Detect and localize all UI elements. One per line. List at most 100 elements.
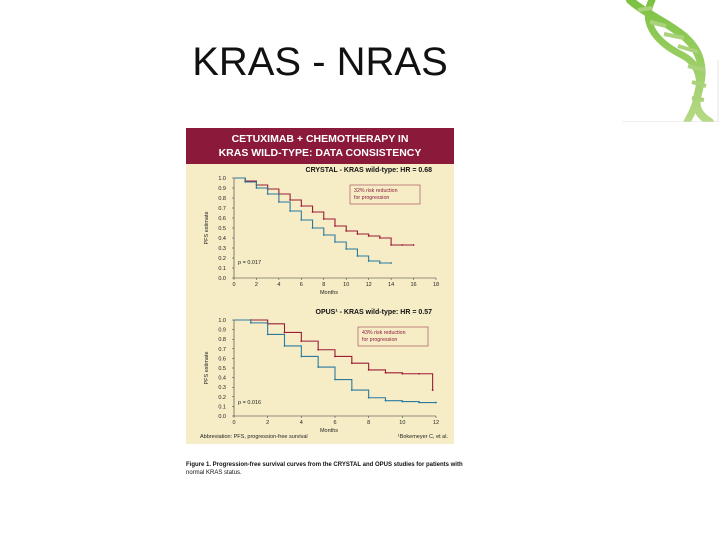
censor-mark-0-red-9 xyxy=(334,225,336,227)
censor-mark-0-blue-6 xyxy=(300,219,303,221)
y-tick-label-1-2: 0.2 xyxy=(218,395,226,401)
censor-mark-1-red-12 xyxy=(431,389,434,391)
series-line-0-red xyxy=(234,177,414,246)
annotation-box-0 xyxy=(349,184,421,205)
figure-header-line2: KRAS WILD-TYPE: DATA CONSISTENCY xyxy=(218,147,422,159)
y-tick-label-1-0: 0.0 xyxy=(218,414,226,420)
y-tick-label-1-7: 0.7 xyxy=(218,347,226,353)
x-tick-label-0-8: 16 xyxy=(410,282,416,288)
censor-mark-1-blue-1 xyxy=(249,321,252,324)
y-tick-label-0-6: 0.6 xyxy=(218,216,226,222)
censor-mark-0-blue-10 xyxy=(345,248,348,250)
y-tick-label-0-3: 0.3 xyxy=(218,246,226,252)
dna-helix-icon xyxy=(622,0,719,122)
censor-mark-0-red-6 xyxy=(300,205,303,207)
series-line-1-blue xyxy=(234,319,436,404)
x-axis-label-0: Months xyxy=(320,290,338,296)
annotation-line-1-0: 43% risk reduction xyxy=(362,330,406,336)
series-line-0-blue xyxy=(234,177,392,264)
p-value-1: p = 0.016 xyxy=(238,400,261,406)
x-tick-label-1-0: 0 xyxy=(232,420,235,426)
censor-mark-0-red-12 xyxy=(367,235,370,237)
x-tick-label-1-3: 6 xyxy=(333,420,336,426)
censor-mark-0-red-11 xyxy=(356,233,359,235)
censor-mark-1-red-8 xyxy=(367,369,370,371)
censor-mark-1-blue-3 xyxy=(283,345,286,347)
censor-mark-1-red-11 xyxy=(418,372,421,375)
censor-mark-0-red-8 xyxy=(322,218,325,220)
x-tick-label-1-2: 4 xyxy=(300,420,303,426)
y-tick-label-1-6: 0.6 xyxy=(218,356,226,362)
censor-mark-1-red-10 xyxy=(401,372,404,375)
censor-mark-0-red-13 xyxy=(378,237,381,239)
x-tick-label-1-4: 8 xyxy=(367,420,370,426)
annotation-line-1-1: for progression xyxy=(362,337,397,343)
annotation-line-0-1: for progression xyxy=(354,195,389,201)
p-value-0: p = 0.017 xyxy=(238,260,261,266)
y-tick-label-0-5: 0.5 xyxy=(218,226,226,232)
y-tick-label-0-4: 0.4 xyxy=(218,236,226,242)
censor-mark-1-red-9 xyxy=(384,371,387,374)
x-tick-label-0-3: 6 xyxy=(300,282,303,288)
censor-mark-1-blue-9 xyxy=(384,399,387,402)
y-tick-label-0-2: 0.2 xyxy=(218,256,226,262)
chart-title-1: OPUS¹ - KRAS wild-type: HR = 0.57 xyxy=(316,309,433,316)
figure-panel xyxy=(186,128,454,444)
slide-title: KRAS - NRAS xyxy=(192,40,448,84)
censor-mark-1-blue-2 xyxy=(266,333,269,336)
censor-mark-1-blue-7 xyxy=(350,389,353,391)
y-tick-label-1-9: 0.9 xyxy=(218,328,226,334)
censor-mark-0-blue-8 xyxy=(322,234,325,236)
censor-mark-1-blue-5 xyxy=(317,366,320,368)
y-tick-label-0-10: 1.0 xyxy=(218,176,226,182)
annotation-box-1 xyxy=(357,326,429,347)
censor-mark-0-red-16 xyxy=(412,244,415,246)
censor-mark-0-blue-3 xyxy=(266,193,269,195)
censor-mark-0-blue-9 xyxy=(334,241,336,243)
censor-mark-0-blue-4 xyxy=(277,201,280,203)
censor-mark-1-red-7 xyxy=(350,362,353,365)
x-tick-label-0-4: 8 xyxy=(322,282,325,288)
censor-mark-1-red-5 xyxy=(317,348,320,351)
y-tick-label-1-4: 0.4 xyxy=(218,376,226,382)
x-tick-label-0-6: 12 xyxy=(366,282,372,288)
y-tick-label-0-1: 0.1 xyxy=(218,266,226,272)
censor-mark-0-red-5 xyxy=(289,199,292,201)
censor-mark-0-blue-7 xyxy=(311,227,314,229)
censor-mark-0-red-15 xyxy=(401,244,404,246)
censor-mark-1-blue-10 xyxy=(401,400,404,403)
censor-mark-1-blue-11 xyxy=(418,401,421,404)
censor-mark-0-blue-13 xyxy=(378,262,381,264)
censor-mark-0-blue-12 xyxy=(367,260,370,262)
x-tick-label-0-5: 10 xyxy=(343,282,349,288)
figure-header-line1: CETUXIMAB + CHEMOTHERAPY IN xyxy=(231,133,409,145)
figure-caption: Figure 1. Progression-free survival curv… xyxy=(186,461,466,477)
y-axis-label-0: PFS estimate xyxy=(204,211,210,244)
y-tick-label-0-8: 0.8 xyxy=(218,196,226,202)
y-tick-label-1-5: 0.5 xyxy=(218,366,226,372)
y-tick-label-0-9: 0.9 xyxy=(218,186,226,192)
censor-mark-0-blue-11 xyxy=(356,255,359,257)
x-tick-label-0-9: 18 xyxy=(433,282,439,288)
y-tick-label-1-8: 0.8 xyxy=(218,337,226,343)
y-tick-label-1-1: 0.1 xyxy=(218,404,226,410)
censor-mark-1-red-6 xyxy=(334,355,336,358)
y-tick-label-1-3: 0.3 xyxy=(218,385,226,391)
x-axis-label-1: Months xyxy=(320,428,338,434)
annotation-line-0-0: 32% risk reduction xyxy=(354,188,398,194)
chart-title-0: CRYSTAL - KRAS wild-type: HR = 0.68 xyxy=(306,167,433,174)
y-tick-label-0-7: 0.7 xyxy=(218,206,226,212)
censor-mark-1-red-4 xyxy=(300,340,303,343)
censor-mark-1-blue-12 xyxy=(435,401,437,404)
y-tick-label-1-10: 1.0 xyxy=(218,318,226,324)
x-tick-label-1-5: 10 xyxy=(399,420,405,426)
caption-line1: Figure 1. Progression-free survival curv… xyxy=(186,462,463,468)
survival-charts: CRYSTAL - KRAS wild-type: HR = 0.68 0.0 0.… xyxy=(204,167,439,434)
caption-line2: normal KRAS status. xyxy=(186,470,242,476)
x-tick-label-1-1: 2 xyxy=(266,420,269,426)
x-tick-label-0-2: 4 xyxy=(277,282,280,288)
y-tick-label-0-0: 0.0 xyxy=(218,276,226,282)
x-tick-label-0-7: 14 xyxy=(388,282,394,288)
censor-mark-1-blue-4 xyxy=(300,355,303,358)
x-tick-label-1-6: 12 xyxy=(433,420,439,426)
